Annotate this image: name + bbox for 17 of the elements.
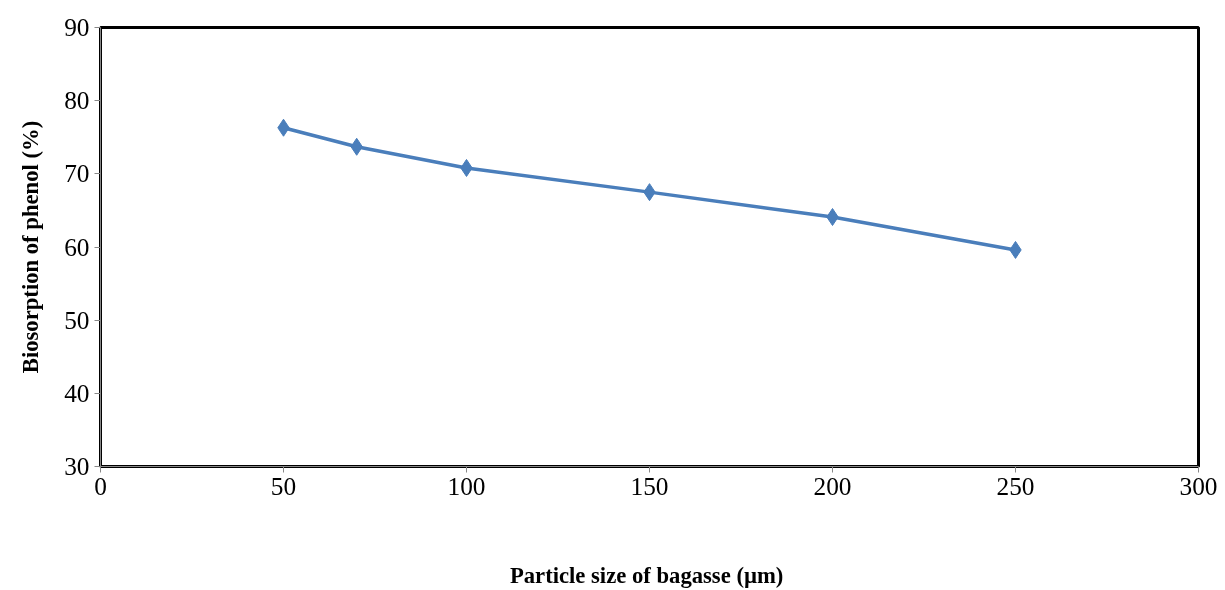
x-tick-label: 100 — [447, 471, 486, 500]
y-tick-label: 70 — [64, 159, 90, 188]
x-tick-label: 300 — [1179, 471, 1218, 500]
x-tick-label: 200 — [813, 471, 852, 500]
y-tick-label: 50 — [64, 305, 90, 334]
x-tick-label: 50 — [270, 471, 297, 500]
x-tick-label: 150 — [630, 471, 669, 500]
y-tick-label: 40 — [64, 378, 90, 407]
x-axis-title: Particle size of bagasse (µm) — [509, 562, 784, 588]
x-tick-label: 250 — [996, 471, 1035, 500]
y-tick-label: 80 — [64, 86, 90, 115]
x-tick-label: 0 — [94, 471, 107, 500]
point — [826, 208, 839, 226]
y-axis-title: Biosorption of phenol (%) — [18, 120, 44, 374]
y-tick-label: 60 — [64, 232, 90, 261]
y-tick-label: 90 — [64, 13, 90, 41]
y-tick-label: 30 — [64, 452, 90, 480]
